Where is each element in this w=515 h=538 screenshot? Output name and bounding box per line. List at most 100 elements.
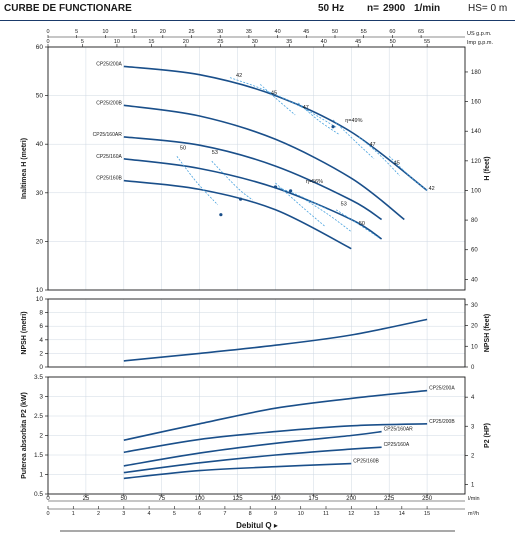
- head-ytick-right-label: 80: [471, 218, 478, 224]
- us-gpm-tick-label: 15: [131, 29, 137, 35]
- m3h-tick-label: 13: [373, 511, 379, 517]
- npsh-ytick-label: 2: [39, 350, 43, 357]
- x-axis-label: Debitul Q ▸: [236, 521, 278, 530]
- imp-gpm-tick-label: 20: [183, 39, 189, 45]
- us-gpm-tick-label: 30: [217, 29, 223, 35]
- m3h-tick-label: 9: [274, 511, 277, 517]
- imp-gpm-tick-label: 5: [81, 39, 84, 45]
- power-curve-cp25-200b: [123, 423, 428, 454]
- power-ytick-label: 2: [39, 433, 43, 440]
- power-ytick-label: 3.5: [34, 374, 43, 381]
- m3h-tick-label: 14: [399, 511, 405, 517]
- power-curve-label: CP25/160AR: [384, 427, 414, 433]
- m3h-tick-label: 15: [424, 511, 430, 517]
- lmin-unit: l/min: [468, 496, 480, 502]
- efficiency-label: 45: [271, 91, 277, 97]
- power-curve-label: CP25/200B: [429, 419, 455, 425]
- power-curve-cp25-160ar: [123, 430, 382, 467]
- m3h-tick-label: 5: [173, 511, 176, 517]
- m3h-tick-label: 11: [323, 511, 329, 517]
- head-ytick-right-label: 100: [471, 188, 482, 194]
- npsh-ytick-label: 0: [39, 364, 43, 371]
- m3h-tick-label: 3: [122, 511, 125, 517]
- npsh-ytick-label: 4: [39, 337, 43, 344]
- us-gpm-tick-label: 60: [389, 29, 395, 35]
- m3h-tick-label: 10: [298, 511, 304, 517]
- m3h-tick-label: 7: [223, 511, 226, 517]
- efficiency-iso-line: [297, 102, 340, 135]
- efficiency-point: [238, 197, 243, 201]
- efficiency-iso-line: [176, 156, 219, 206]
- npsh-frame: [47, 298, 466, 368]
- efficiency-label: η=56%: [306, 179, 323, 185]
- power-curve-cp25-160a: [123, 446, 382, 474]
- power-ytick-right-label: 2: [471, 453, 475, 459]
- power-ytick-right-label: 4: [471, 395, 475, 401]
- imp-gpm-tick-label: 30: [252, 39, 258, 45]
- lmin-tick-label: 125: [233, 496, 244, 502]
- us-gpm-axis-label: US g.p.m.: [467, 31, 492, 37]
- npsh-ylabel-right: NPSH (feet): [484, 314, 491, 353]
- efficiency-label: 53: [212, 150, 218, 156]
- imp-gpm-tick-label: 50: [390, 39, 396, 45]
- efficiency-iso-line: [388, 156, 428, 191]
- efficiency-iso-line: [332, 119, 375, 160]
- efficiency-label: 47: [303, 105, 309, 111]
- npsh-ylabel: NPSH (metri): [21, 311, 28, 354]
- head-ytick-label: 50: [36, 93, 44, 100]
- head-curve-label: CP25/200B: [96, 100, 122, 106]
- speed-value: 2900: [383, 3, 406, 14]
- power-ytick-right-label: 1: [471, 482, 475, 488]
- power-ytick-label: 0.5: [34, 491, 43, 498]
- imp-gpm-tick-label: 10: [114, 39, 120, 45]
- speed-unit: 1/min: [414, 3, 441, 14]
- power-ylabel-right: P2 (HP): [484, 423, 491, 448]
- efficiency-label: 53: [341, 201, 347, 207]
- imp-gpm-tick-label: 0: [46, 39, 49, 45]
- head-frame: [47, 46, 466, 291]
- imp-gpm-tick-label: 55: [424, 39, 430, 45]
- head-ytick-right-label: 40: [471, 277, 478, 283]
- us-gpm-tick-label: 5: [75, 29, 78, 35]
- head-ytick-label: 30: [36, 190, 44, 197]
- power-curve-label: CP25/160B: [353, 459, 379, 465]
- hs-label: HS= 0 m: [468, 3, 508, 14]
- imp-gpm-tick-label: 15: [148, 39, 154, 45]
- head-ytick-right-label: 60: [471, 248, 478, 254]
- power-curve-label: CP25/200A: [429, 386, 455, 392]
- m3h-tick-label: 1: [72, 511, 75, 517]
- efficiency-point: [331, 125, 335, 129]
- lmin-tick-label: 200: [346, 496, 357, 502]
- power-curve-cp25-160b: [123, 462, 352, 480]
- efficiency-iso-line: [211, 160, 253, 201]
- us-gpm-tick-label: 65: [418, 29, 424, 35]
- efficiency-iso-line: [358, 136, 401, 177]
- head-ytick-right-label: 120: [471, 159, 482, 165]
- lmin-tick-label: 225: [384, 496, 395, 502]
- head-ytick-label: 20: [36, 238, 44, 245]
- lmin-tick-label: 175: [308, 496, 319, 502]
- m3h-tick-label: 2: [97, 511, 100, 517]
- head-curve-label: CP25/160B: [96, 176, 122, 182]
- head-curve-label: CP25/160A: [96, 154, 122, 160]
- m3h-tick-label: 4: [148, 511, 151, 517]
- head-ytick-right-label: 160: [471, 100, 482, 106]
- us-gpm-tick-label: 50: [332, 29, 338, 35]
- m3h-tick-label: 0: [46, 511, 49, 517]
- efficiency-iso-line: [275, 186, 329, 211]
- imp-gpm-axis-label: Imp g.p.m.: [467, 40, 493, 46]
- efficiency-label: η=49%: [345, 118, 362, 124]
- efficiency-iso-line: [335, 209, 379, 238]
- power-ylabel: Puterea absorbita P2 (kW): [21, 392, 28, 479]
- head-curve-label: CP25/200A: [96, 61, 122, 67]
- lmin-tick-label: 100: [195, 496, 206, 502]
- imp-gpm-tick-label: 25: [217, 39, 223, 45]
- npsh-curve: [123, 318, 428, 362]
- chart-title: CURBE DE FUNCTIONARE: [4, 3, 132, 14]
- us-gpm-tick-label: 45: [303, 29, 309, 35]
- efficiency-iso-line: [275, 182, 326, 228]
- power-frame: [47, 376, 466, 495]
- efficiency-label: 47: [369, 142, 375, 148]
- frequency-label: 50 Hz: [318, 3, 345, 14]
- npsh-ytick-label: 8: [39, 310, 43, 317]
